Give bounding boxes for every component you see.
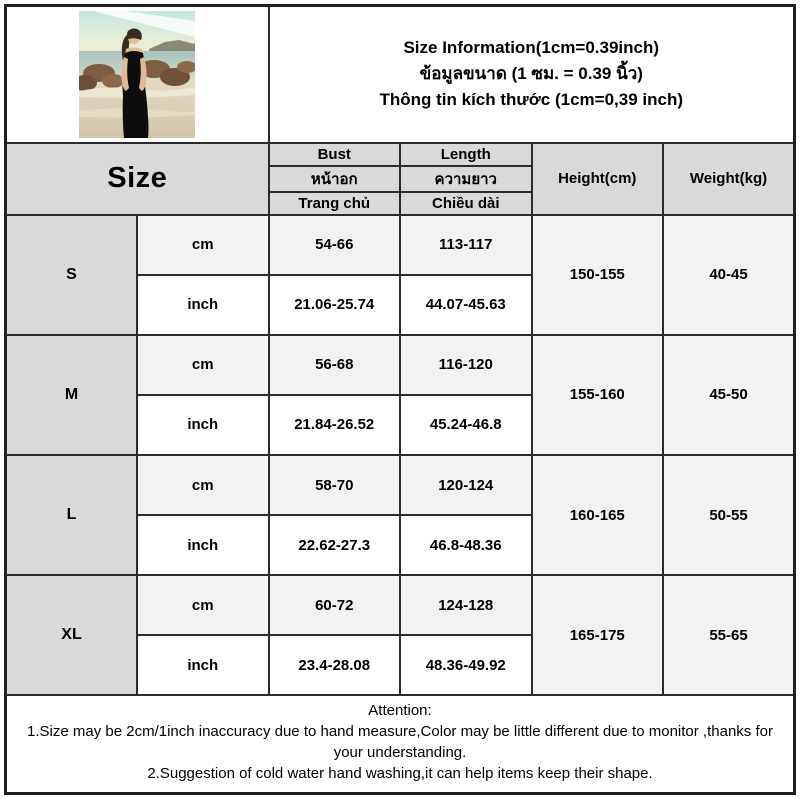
attention-line-1: 1.Size may be 2cm/1inch inaccuracy due t…	[27, 723, 773, 762]
length-inch-m: 45.24-46.8	[399, 393, 533, 456]
row-s-cm: S cm 54-66 113-117 150-155 40-45	[4, 213, 796, 336]
length-header-vi: Chiều dài	[399, 190, 533, 216]
unit-inch: inch	[136, 273, 270, 336]
length-cm-l: 120-124	[399, 453, 533, 517]
product-photo-cell	[4, 4, 270, 144]
height-xl: 165-175	[530, 574, 664, 697]
height-l: 160-165	[530, 453, 664, 577]
height-s: 150-155	[530, 213, 664, 336]
height-m: 155-160	[530, 333, 664, 456]
bust-header-en: Bust	[267, 141, 401, 167]
size-label-s: S	[4, 213, 138, 336]
bust-inch-s: 21.06-25.74	[267, 273, 401, 336]
title-row: Size Information(1cm=0.39inch) ข้อมูลขนา…	[4, 4, 796, 144]
length-inch-s: 44.07-45.63	[399, 273, 533, 336]
attention-note: Attention: 1.Size may be 2cm/1inch inacc…	[4, 694, 796, 795]
bust-inch-xl: 23.4-28.08	[267, 634, 401, 697]
length-cm-m: 116-120	[399, 333, 533, 396]
photo-headland	[149, 39, 196, 51]
bust-cm-l: 58-70	[267, 453, 401, 517]
title-en: Size Information(1cm=0.39inch)	[403, 38, 660, 58]
row-xl-cm: XL cm 60-72 124-128 165-175 55-65	[4, 574, 796, 697]
unit-cm: cm	[136, 333, 270, 396]
bust-header-vi: Trang chủ	[267, 190, 401, 216]
title-vi: Thông tin kích thước (1cm=0,39 inch)	[379, 90, 684, 110]
bust-header-th: หน้าอก	[267, 164, 401, 193]
size-label-m: M	[4, 333, 138, 456]
attention-line-2: 2.Suggestion of cold water hand washing,…	[147, 765, 653, 783]
length-inch-l: 46.8-48.36	[399, 514, 533, 577]
bust-cm-s: 54-66	[267, 213, 401, 276]
row-m-cm: M cm 56-68 116-120 155-160 45-50	[4, 333, 796, 456]
row-m-inch: inch 21.84-26.52 45.24-46.8	[6, 393, 795, 456]
unit-cm: cm	[136, 574, 270, 637]
bust-inch-m: 21.84-26.52	[267, 393, 401, 456]
weight-s: 40-45	[662, 213, 796, 336]
unit-cm: cm	[136, 453, 270, 517]
photo-model	[121, 28, 149, 138]
length-inch-xl: 48.36-49.92	[399, 634, 533, 697]
header-row-th: หน้าอก ความยาว	[6, 164, 795, 193]
unit-inch: inch	[136, 393, 270, 456]
photo-sunflare	[79, 10, 196, 37]
photo-rock	[177, 60, 196, 73]
weight-xl: 55-65	[662, 574, 796, 697]
unit-inch: inch	[136, 514, 270, 577]
size-label-xl: XL	[4, 574, 138, 697]
product-photo	[79, 10, 196, 138]
weight-l: 50-55	[662, 453, 796, 577]
header-row-vi: Trang chủ Chiều dài	[6, 190, 795, 216]
bust-inch-l: 22.62-27.3	[267, 514, 401, 577]
length-cm-xl: 124-128	[399, 574, 533, 637]
size-label-l: L	[4, 453, 138, 577]
size-header: Size	[4, 141, 270, 216]
photo-rock	[102, 73, 125, 88]
row-l-cm: L cm 58-70 120-124 160-165 50-55	[4, 453, 796, 577]
row-s-inch: inch 21.06-25.74 44.07-45.63	[6, 273, 795, 336]
bust-cm-m: 56-68	[267, 333, 401, 396]
size-info-title: Size Information(1cm=0.39inch) ข้อมูลขนา…	[267, 4, 796, 144]
weight-header: Weight(kg)	[662, 141, 796, 216]
unit-inch: inch	[136, 634, 270, 697]
length-header-th: ความยาว	[399, 164, 533, 193]
height-header: Height(cm)	[530, 141, 664, 216]
row-xl-inch: inch 23.4-28.08 48.36-49.92	[6, 634, 795, 697]
photo-rock	[160, 67, 191, 86]
attention-row: Attention: 1.Size may be 2cm/1inch inacc…	[4, 694, 796, 795]
length-cm-s: 113-117	[399, 213, 533, 276]
length-header-en: Length	[399, 141, 533, 167]
photo-rock	[79, 74, 98, 91]
title-th: ข้อมูลขนาด (1 ซม. = 0.39 นิ้ว)	[419, 64, 643, 84]
header-row-en: Size Bust Length Height(cm) Weight(kg)	[4, 141, 796, 216]
size-table: Size Information(1cm=0.39inch) ข้อมูลขนา…	[4, 4, 796, 795]
row-l-inch: inch 22.62-27.3 46.8-48.36	[6, 514, 795, 577]
weight-m: 45-50	[662, 333, 796, 456]
attention-heading: Attention:	[368, 702, 432, 720]
bust-cm-xl: 60-72	[267, 574, 401, 637]
unit-cm: cm	[136, 213, 270, 276]
